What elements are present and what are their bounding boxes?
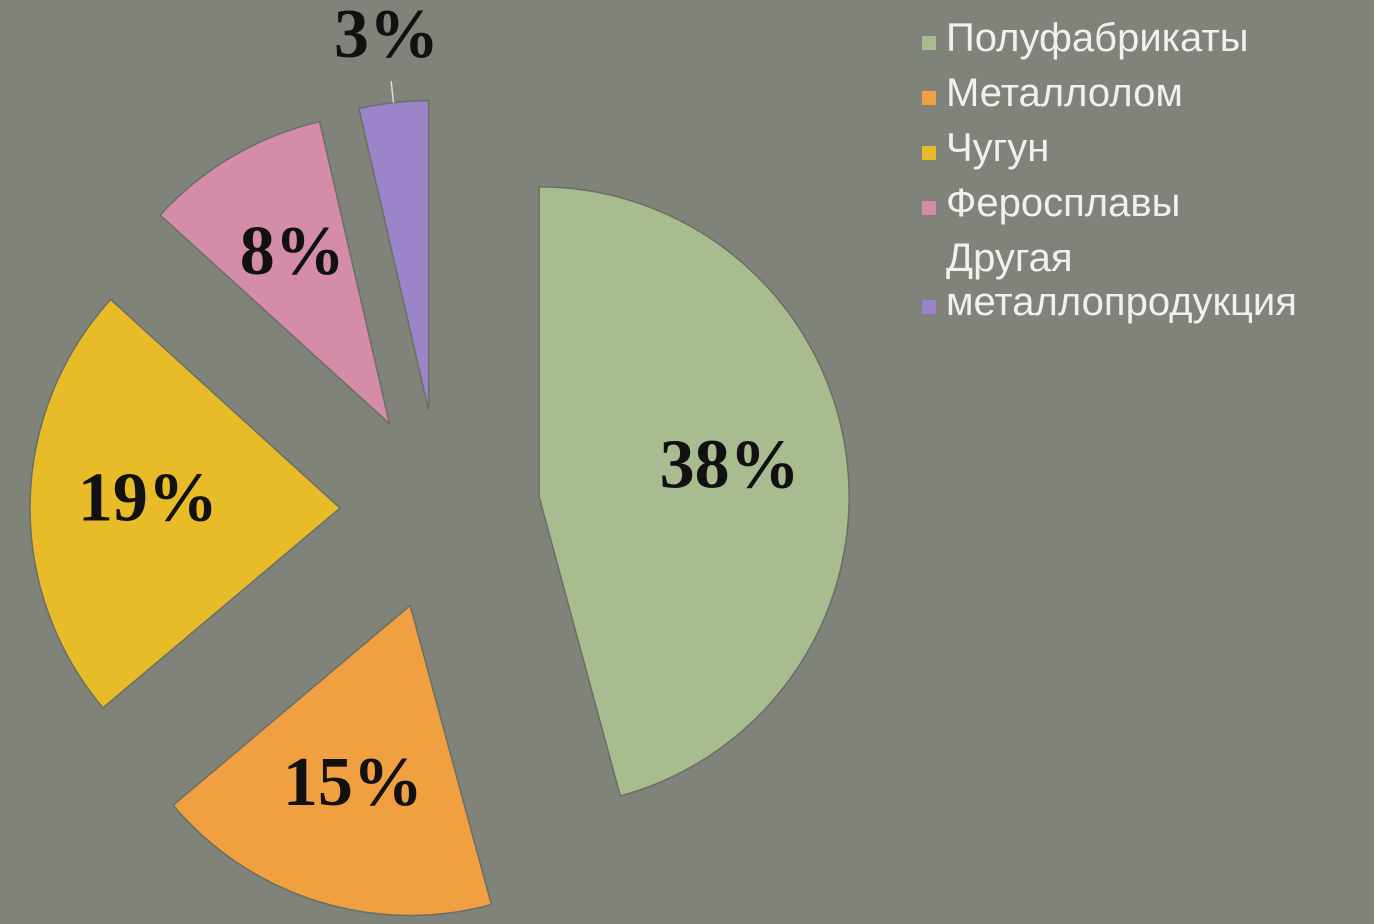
legend-label: Полуфабрикаты xyxy=(946,16,1249,60)
legend-item: Металлолом xyxy=(922,71,1362,115)
legend-item: Феросплавы xyxy=(922,181,1362,225)
data-label: 8% xyxy=(240,213,345,290)
data-label: 38% xyxy=(660,426,800,503)
legend-item: Чугун xyxy=(922,126,1362,170)
legend-swatch xyxy=(922,201,936,215)
legend-swatch xyxy=(922,146,936,160)
chart: 38% 15% 19% 8% 3% xyxy=(29,0,850,917)
pie-slice xyxy=(159,120,391,426)
legend-swatch xyxy=(922,300,936,314)
pie-slice xyxy=(357,99,430,411)
leader-line xyxy=(390,80,395,103)
legend-item: Другая металлопродукция xyxy=(922,236,1362,324)
data-label: 15% xyxy=(283,744,423,821)
data-label: 3% xyxy=(334,0,439,73)
pie-slice xyxy=(172,604,493,917)
legend-label: Чугун xyxy=(946,126,1050,170)
pie-slice xyxy=(29,298,342,709)
pie-slice xyxy=(538,186,850,797)
legend-label: Феросплавы xyxy=(946,181,1181,225)
legend-item: Полуфабрикаты xyxy=(922,16,1362,60)
data-label: 19% xyxy=(78,460,218,537)
legend: Полуфабрикаты Металлолом Чугун Феросплавы Др… xyxy=(922,16,1362,335)
legend-swatch xyxy=(922,36,936,50)
legend-label: Другая металлопродукция xyxy=(946,236,1297,324)
legend-swatch xyxy=(922,91,936,105)
legend-label: Металлолом xyxy=(946,71,1183,115)
